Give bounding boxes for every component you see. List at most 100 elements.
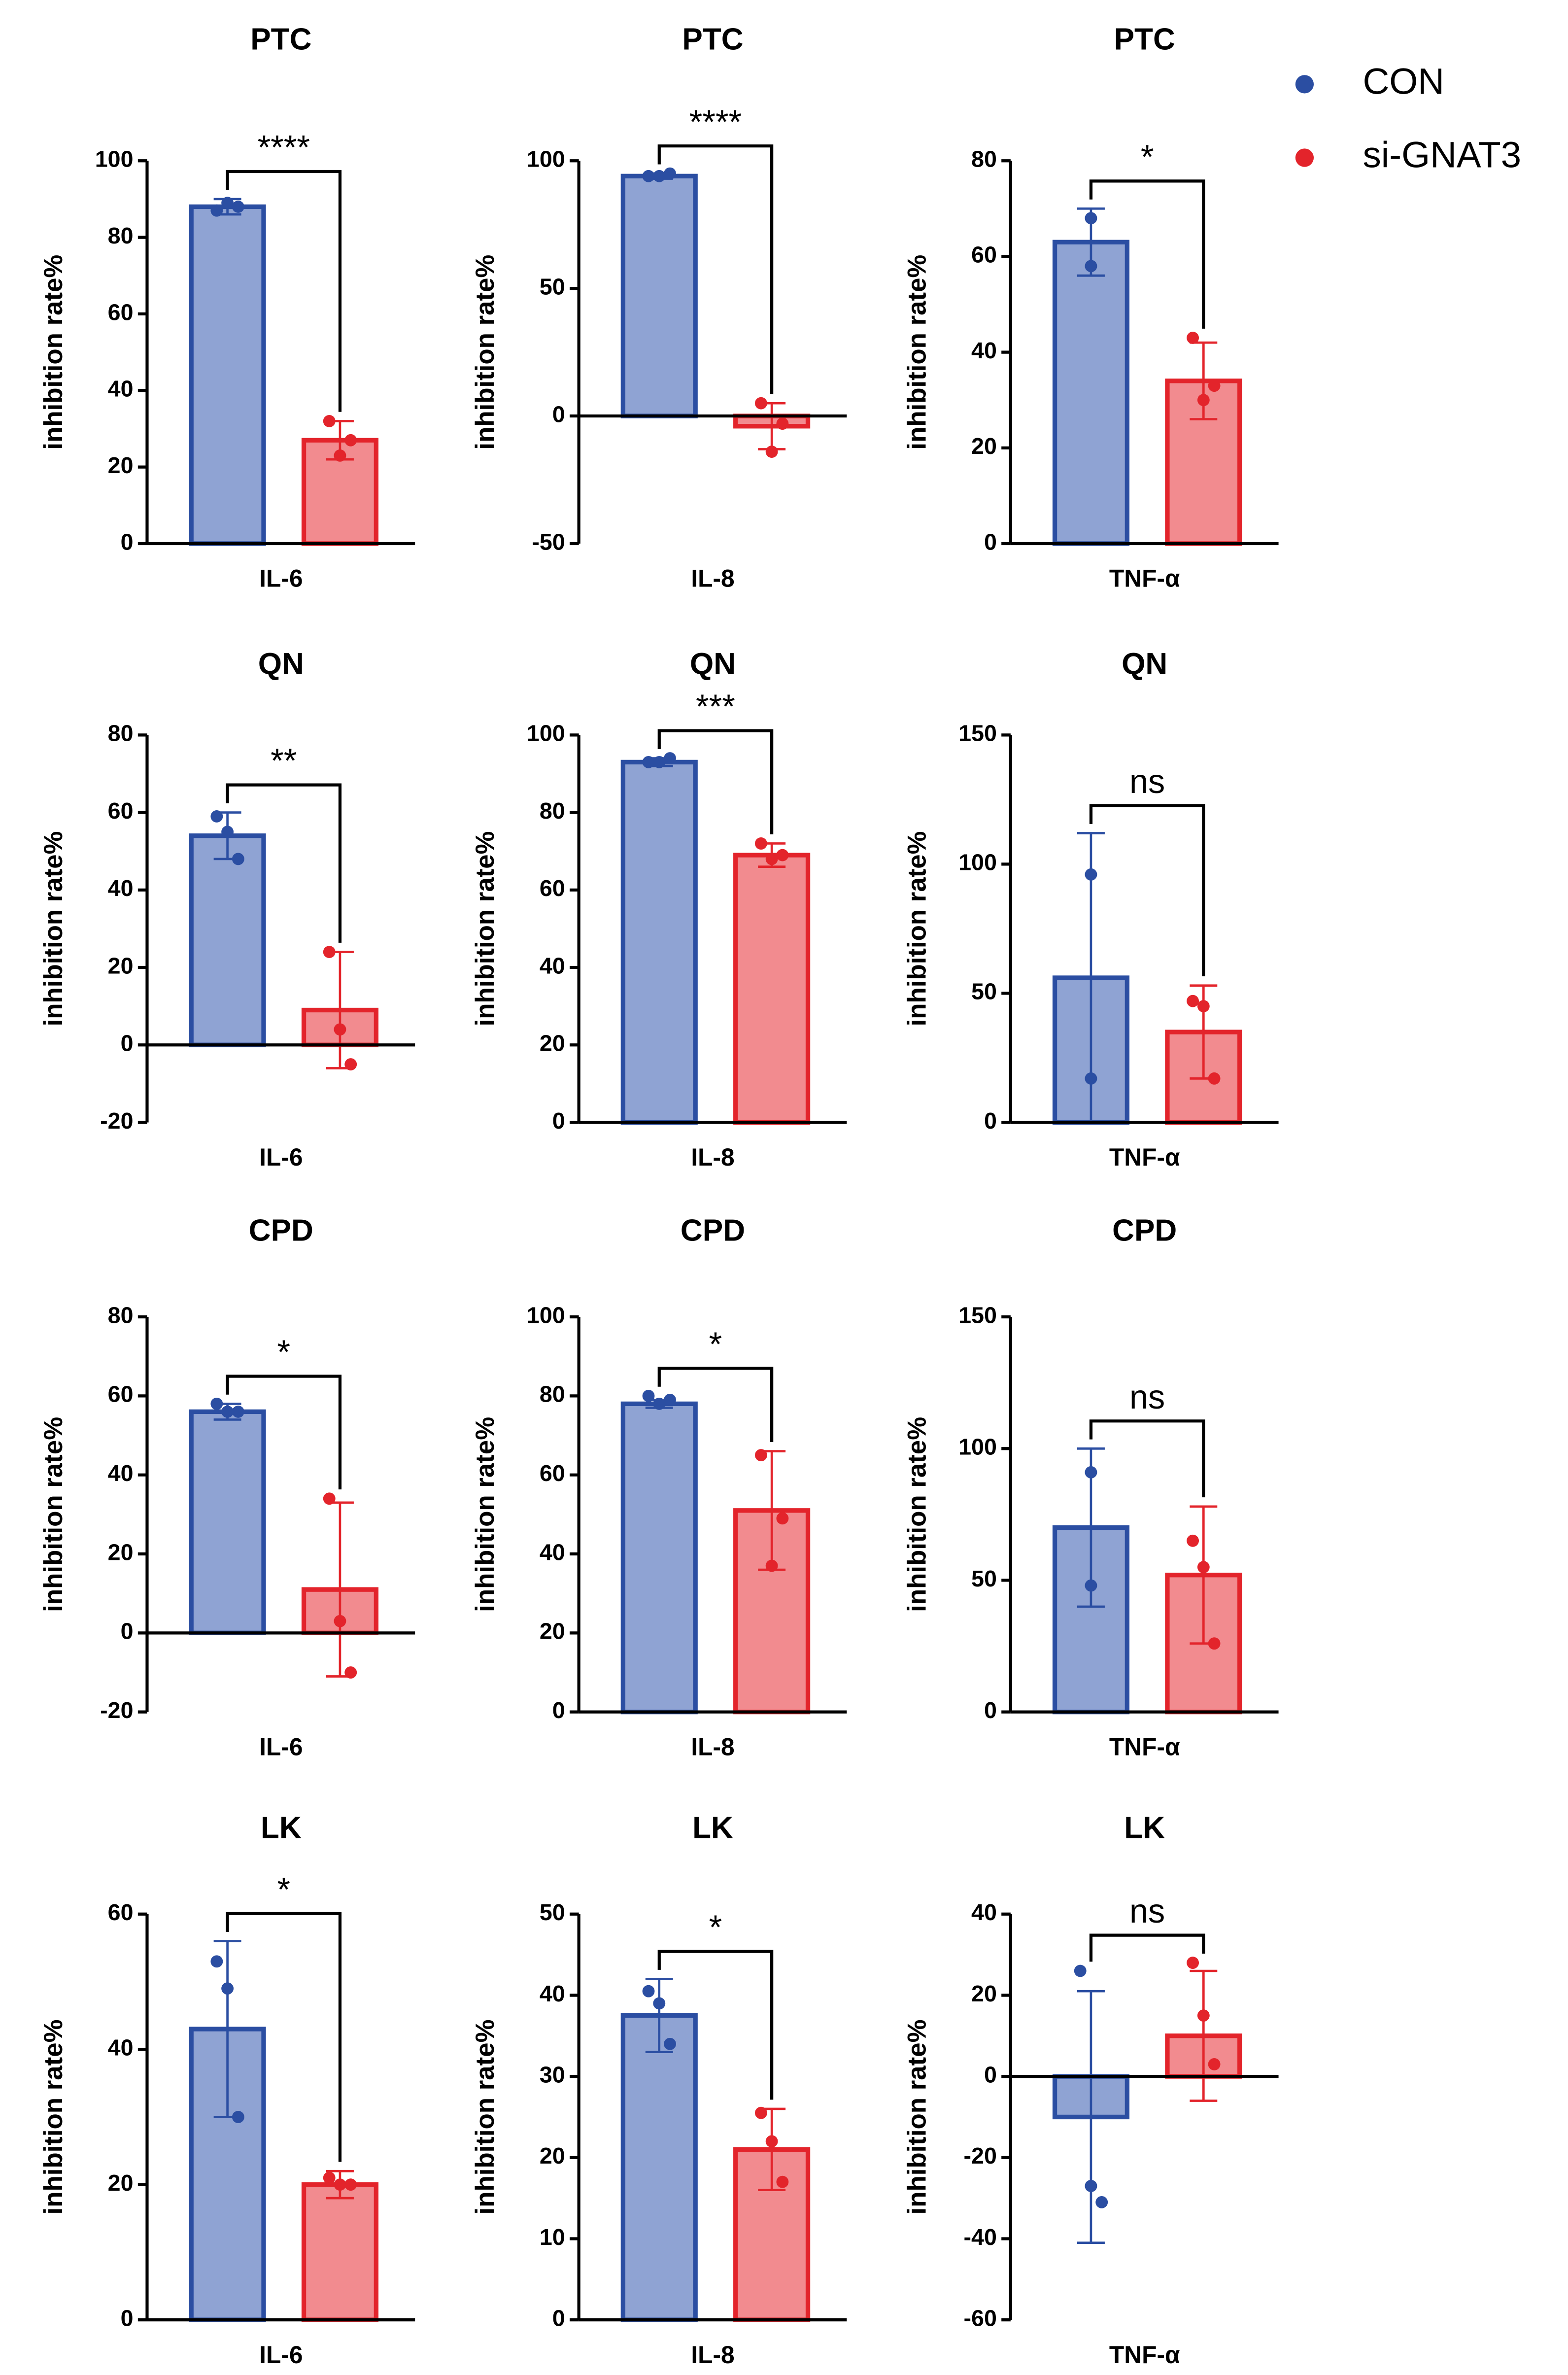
data-point: [1085, 1072, 1097, 1085]
significance-label: ns: [1129, 763, 1165, 800]
y-tick-label: 20: [540, 1031, 565, 1056]
y-axis-label: inhibition rate%: [902, 2019, 931, 2214]
y-tick-label: 0: [552, 1108, 565, 1134]
y-tick-label: 40: [108, 875, 134, 901]
y-tick-label: 40: [971, 338, 997, 363]
data-point: [323, 946, 336, 959]
data-point: [664, 752, 676, 764]
data-point: [1197, 1561, 1210, 1574]
error-bar: [1190, 1969, 1218, 2102]
y-tick-label: 100: [527, 146, 565, 172]
y-tick-label: 100: [95, 146, 134, 172]
significance-label: *: [709, 1326, 722, 1363]
data-point: [334, 1615, 346, 1627]
data-point: [1208, 1637, 1221, 1650]
data-point: [1208, 379, 1221, 392]
data-point: [1197, 1000, 1210, 1013]
bar: [620, 759, 698, 1125]
data-point: [1085, 2180, 1097, 2192]
y-axis-label: inhibition rate%: [902, 831, 931, 1026]
y-tick-label: -40: [964, 2224, 997, 2250]
data-point: [1085, 1579, 1097, 1592]
significance-bracket: [226, 1912, 342, 2162]
bar: [189, 833, 266, 1047]
y-tick-label: 60: [108, 1381, 134, 1407]
data-point: [765, 446, 778, 458]
y-tick-label: 20: [108, 2170, 134, 2196]
significance-bracket: [657, 1367, 774, 1442]
x-tick-label: IL-8: [691, 1733, 734, 1760]
significance-bracket: [226, 783, 342, 943]
chart-title: CPD: [1112, 1214, 1177, 1248]
y-tick-label: 0: [552, 401, 565, 427]
chart-title: QN: [1122, 647, 1167, 681]
data-point: [1187, 332, 1199, 344]
significance-label: *: [1141, 138, 1154, 176]
y-tick-label: -60: [964, 2305, 997, 2331]
data-point: [210, 810, 223, 823]
y-tick-label: 40: [540, 1539, 565, 1565]
bar: [301, 2182, 379, 2322]
significance-bracket: [226, 1375, 342, 1490]
y-axis-label: inhibition rate%: [39, 255, 68, 450]
significance-bracket: [1089, 179, 1205, 329]
y-tick-label: 60: [540, 875, 565, 901]
data-point: [664, 1393, 676, 1406]
data-point: [776, 849, 789, 861]
data-point: [664, 2037, 676, 2050]
data-point: [232, 2111, 244, 2123]
y-tick-label: 80: [108, 721, 134, 746]
y-tick-label: 0: [552, 2305, 565, 2331]
data-point: [323, 415, 336, 427]
data-point: [1187, 1957, 1199, 1969]
y-axis-label: inhibition rate%: [471, 831, 500, 1026]
x-tick-label: IL-6: [259, 1733, 303, 1760]
y-tick-label: 0: [121, 1618, 134, 1644]
y-tick-label: -50: [532, 529, 565, 554]
y-tick-label: 150: [958, 721, 997, 746]
data-point: [221, 1406, 234, 1418]
data-point: [232, 201, 244, 213]
y-tick-label: 80: [971, 146, 997, 172]
y-tick-label: 0: [121, 1031, 134, 1056]
chart-title: QN: [690, 647, 736, 681]
y-axis-label: inhibition rate%: [902, 255, 931, 450]
data-point: [1085, 212, 1097, 225]
data-point: [776, 417, 789, 430]
y-tick-label: -20: [100, 1697, 133, 1723]
data-point: [232, 1406, 244, 1418]
y-tick-label: 20: [971, 1981, 997, 2006]
y-tick-label: 100: [958, 850, 997, 875]
y-axis-label: inhibition rate%: [39, 2019, 68, 2214]
data-point: [653, 1997, 666, 2010]
data-point: [642, 756, 655, 768]
data-point: [765, 2135, 778, 2148]
data-point: [765, 853, 778, 865]
y-tick-label: 0: [121, 2305, 134, 2331]
y-axis-label: inhibition rate%: [471, 1417, 500, 1612]
y-tick-label: 50: [540, 1899, 565, 1925]
data-point: [1095, 2196, 1108, 2208]
data-point: [344, 2178, 357, 2191]
data-point: [765, 1559, 778, 1572]
significance-label: *: [277, 1334, 290, 1371]
bar: [620, 173, 698, 418]
y-tick-label: 60: [540, 1460, 565, 1486]
data-point: [1187, 1534, 1199, 1547]
bar: [189, 1409, 266, 1635]
y-tick-label: 150: [958, 1302, 997, 1328]
data-point: [664, 167, 676, 180]
y-tick-label: 80: [540, 1381, 565, 1407]
y-tick-label: 40: [540, 953, 565, 978]
data-point: [776, 1512, 789, 1525]
y-tick-label: 50: [971, 1566, 997, 1591]
data-point: [221, 1982, 234, 1995]
y-tick-label: 0: [121, 529, 134, 554]
y-tick-label: 0: [984, 1697, 997, 1723]
significance-label: ns: [1129, 1378, 1165, 1416]
legend-marker: [1295, 75, 1314, 94]
data-point: [653, 170, 666, 182]
error-bar: [1077, 1990, 1105, 2244]
y-tick-label: 0: [984, 529, 997, 554]
y-tick-label: 60: [971, 242, 997, 268]
